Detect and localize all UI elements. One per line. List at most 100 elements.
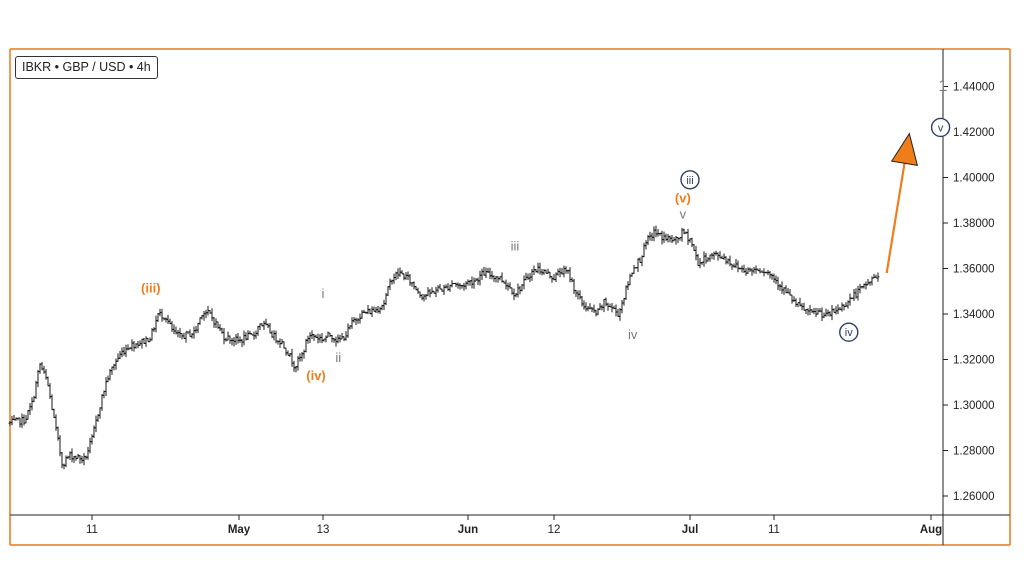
ohlc-bar — [806, 308, 810, 316]
wave-label: ii — [335, 350, 341, 365]
chart-frame — [9, 48, 1011, 546]
ohlc-bar — [660, 230, 664, 245]
ohlc-bar — [706, 257, 710, 262]
ohlc-bar — [686, 228, 690, 245]
ohlc-bar — [286, 350, 290, 356]
ohlc-bar — [262, 320, 266, 331]
ohlc-bar — [254, 330, 258, 339]
ohlc-bar — [34, 380, 38, 399]
ohlc-bar — [88, 437, 92, 454]
ohlc-bar — [378, 306, 382, 314]
ohlc-bar — [654, 225, 658, 238]
ohlc-bar — [396, 268, 400, 280]
ohlc-bar — [464, 281, 468, 290]
ohlc-bar — [182, 332, 186, 339]
ohlc-bar — [312, 334, 316, 341]
ohlc-bar — [466, 279, 470, 286]
ohlc-bar — [324, 335, 328, 343]
ohlc-bar — [210, 308, 214, 322]
ohlc-bar — [438, 283, 442, 290]
wave-label: iv — [628, 327, 638, 342]
ohlc-bar — [28, 402, 32, 415]
ohlc-bar — [472, 277, 476, 289]
ohlc-bar — [146, 337, 150, 343]
ohlc-bar — [144, 336, 148, 347]
ohlc-bar — [546, 268, 550, 274]
ohlc-bar — [132, 341, 136, 352]
ohlc-bar — [130, 339, 134, 352]
ohlc-bar — [354, 317, 358, 326]
ohlc-bar — [476, 277, 480, 286]
projection-arrow-head — [890, 132, 919, 166]
ohlc-bar — [636, 258, 640, 273]
ohlc-bar — [480, 268, 484, 281]
ohlc-bar — [736, 260, 740, 273]
ohlc-bar — [176, 330, 180, 338]
ohlc-bar — [478, 270, 482, 286]
svg-text:iii: iii — [686, 175, 693, 187]
ohlc-bar — [470, 276, 474, 289]
ohlc-bar — [8, 421, 12, 426]
ohlc-bar — [594, 309, 598, 317]
ohlc-bar — [488, 267, 492, 279]
ohlc-bar — [848, 293, 852, 306]
wave-label: (iii) — [141, 280, 161, 295]
ohlc-bar — [514, 293, 518, 298]
x-tick-label: 11 — [768, 524, 780, 536]
ohlc-bar — [644, 240, 648, 250]
x-tick-label: 11 — [86, 524, 98, 536]
ohlc-bar — [744, 268, 748, 276]
ohlc-bar — [166, 314, 170, 325]
ohlc-bar — [160, 308, 164, 322]
ohlc-bar — [236, 333, 240, 344]
ohlc-bar — [290, 348, 294, 367]
ohlc-bar — [586, 305, 590, 312]
ohlc-bar — [50, 394, 54, 411]
ohlc-bar — [524, 272, 528, 281]
ohlc-bar — [824, 308, 828, 317]
y-tick-label: 1.36000 — [953, 264, 995, 276]
wave-label: (v) — [675, 191, 691, 206]
ohlc-bar — [86, 446, 90, 460]
ohlc-bar — [672, 236, 676, 242]
ohlc-bar — [462, 282, 466, 291]
ohlc-bar — [60, 451, 64, 469]
ohlc-bar — [340, 333, 344, 340]
price-series — [8, 225, 880, 470]
ohlc-bar — [710, 252, 714, 260]
ohlc-bar — [256, 325, 260, 336]
ohlc-bar — [426, 287, 430, 297]
x-tick-label: May — [228, 524, 251, 536]
ohlc-bar — [386, 286, 390, 296]
ohlc-bar — [532, 265, 536, 275]
y-tick-label: 1.44000 — [953, 82, 995, 94]
ohlc-bar — [418, 291, 422, 298]
ohlc-bar — [758, 268, 762, 274]
ohlc-bar — [392, 273, 396, 284]
ohlc-bar — [812, 307, 816, 315]
ohlc-bar — [436, 285, 440, 293]
ohlc-bar — [526, 273, 530, 280]
ohlc-bar — [792, 296, 796, 302]
ohlc-bar — [858, 283, 862, 294]
ohlc-bar — [444, 284, 448, 289]
ohlc-bar — [794, 298, 798, 307]
ohlc-bar — [704, 253, 708, 264]
ohlc-bar — [326, 331, 330, 338]
ohlc-bar — [652, 226, 656, 242]
ohlc-bar — [220, 327, 224, 334]
ohlc-bar — [318, 334, 322, 343]
wave-label: v — [680, 206, 687, 221]
ohlc-bar — [624, 285, 628, 301]
ohlc-bar — [754, 265, 758, 274]
ohlc-bar — [46, 376, 50, 387]
y-tick-label: 1.34000 — [953, 309, 995, 321]
ohlc-bar — [188, 329, 192, 337]
svg-text:v: v — [938, 122, 944, 134]
ohlc-bar — [876, 272, 880, 282]
ohlc-bar — [604, 297, 608, 307]
ohlc-bar — [496, 276, 500, 283]
ohlc-bar — [772, 273, 776, 283]
ohlc-bar — [620, 299, 624, 314]
